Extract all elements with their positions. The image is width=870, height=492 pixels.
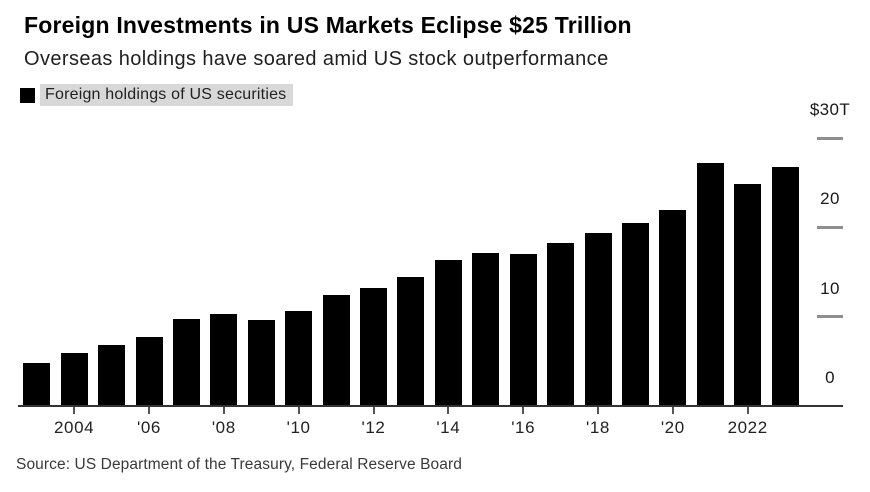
bar-2004	[60, 353, 88, 406]
x-axis-tick	[447, 406, 450, 414]
x-axis-line	[18, 405, 843, 407]
x-axis-tick	[148, 406, 150, 414]
x-axis-tick	[671, 406, 674, 414]
x-axis-tick	[222, 406, 225, 414]
bar-2023	[771, 166, 799, 406]
y-axis-label: 20	[820, 189, 840, 209]
x-axis-tick	[746, 406, 749, 414]
bar-2009	[247, 320, 275, 406]
x-axis-tick	[73, 406, 76, 414]
bar-2011	[322, 295, 350, 406]
chart-subtitle: Overseas holdings have soared amid US st…	[24, 48, 609, 70]
bar-2019	[621, 222, 649, 406]
legend-label: Foreign holdings of US securities	[40, 84, 294, 106]
x-axis-tick	[372, 406, 375, 414]
bar-2005	[98, 345, 125, 406]
bar-2003	[23, 363, 51, 406]
x-axis-label: '08	[211, 418, 236, 437]
x-axis-label: '12	[361, 418, 386, 437]
x-axis-label: 2022	[727, 418, 768, 437]
x-axis-tick	[597, 406, 599, 414]
x-axis-label: '10	[286, 418, 311, 437]
source-note: Source: US Department of the Treasury, F…	[16, 456, 462, 473]
bar-2018	[584, 232, 612, 406]
bar-2021	[696, 163, 724, 406]
x-axis-label: '20	[660, 418, 685, 437]
y-axis-tick	[817, 136, 843, 140]
x-axis-tick	[297, 406, 300, 414]
legend-series-swatch-icon	[20, 87, 35, 103]
y-axis-tick	[817, 315, 843, 319]
bar-2016	[509, 254, 537, 406]
bar-2006	[135, 337, 163, 406]
bar-2014	[434, 260, 462, 406]
bar-2010	[285, 311, 313, 406]
bar-2013	[397, 277, 425, 406]
bar-2012	[360, 288, 387, 406]
y-axis-label: $30T	[809, 100, 851, 120]
bar-2008	[210, 314, 238, 406]
bar-2007	[172, 319, 200, 406]
x-axis-tick	[522, 406, 525, 414]
bar-2015	[472, 253, 500, 406]
bar-2017	[547, 242, 575, 406]
chart-title: Foreign Investments in US Markets Eclips…	[24, 12, 632, 38]
x-axis-label: '18	[586, 418, 610, 437]
x-axis-label: '06	[137, 418, 161, 437]
bar-2022	[734, 183, 762, 406]
legend: Foreign holdings of US securities	[20, 84, 294, 106]
y-axis-tick	[817, 225, 843, 229]
bar-2020	[659, 209, 687, 406]
x-axis-label: '16	[511, 418, 536, 437]
y-axis-label: 10	[820, 278, 840, 298]
x-axis-label: 2004	[53, 418, 95, 437]
y-axis-label: 0	[825, 368, 835, 387]
x-axis-label: '14	[436, 418, 461, 437]
